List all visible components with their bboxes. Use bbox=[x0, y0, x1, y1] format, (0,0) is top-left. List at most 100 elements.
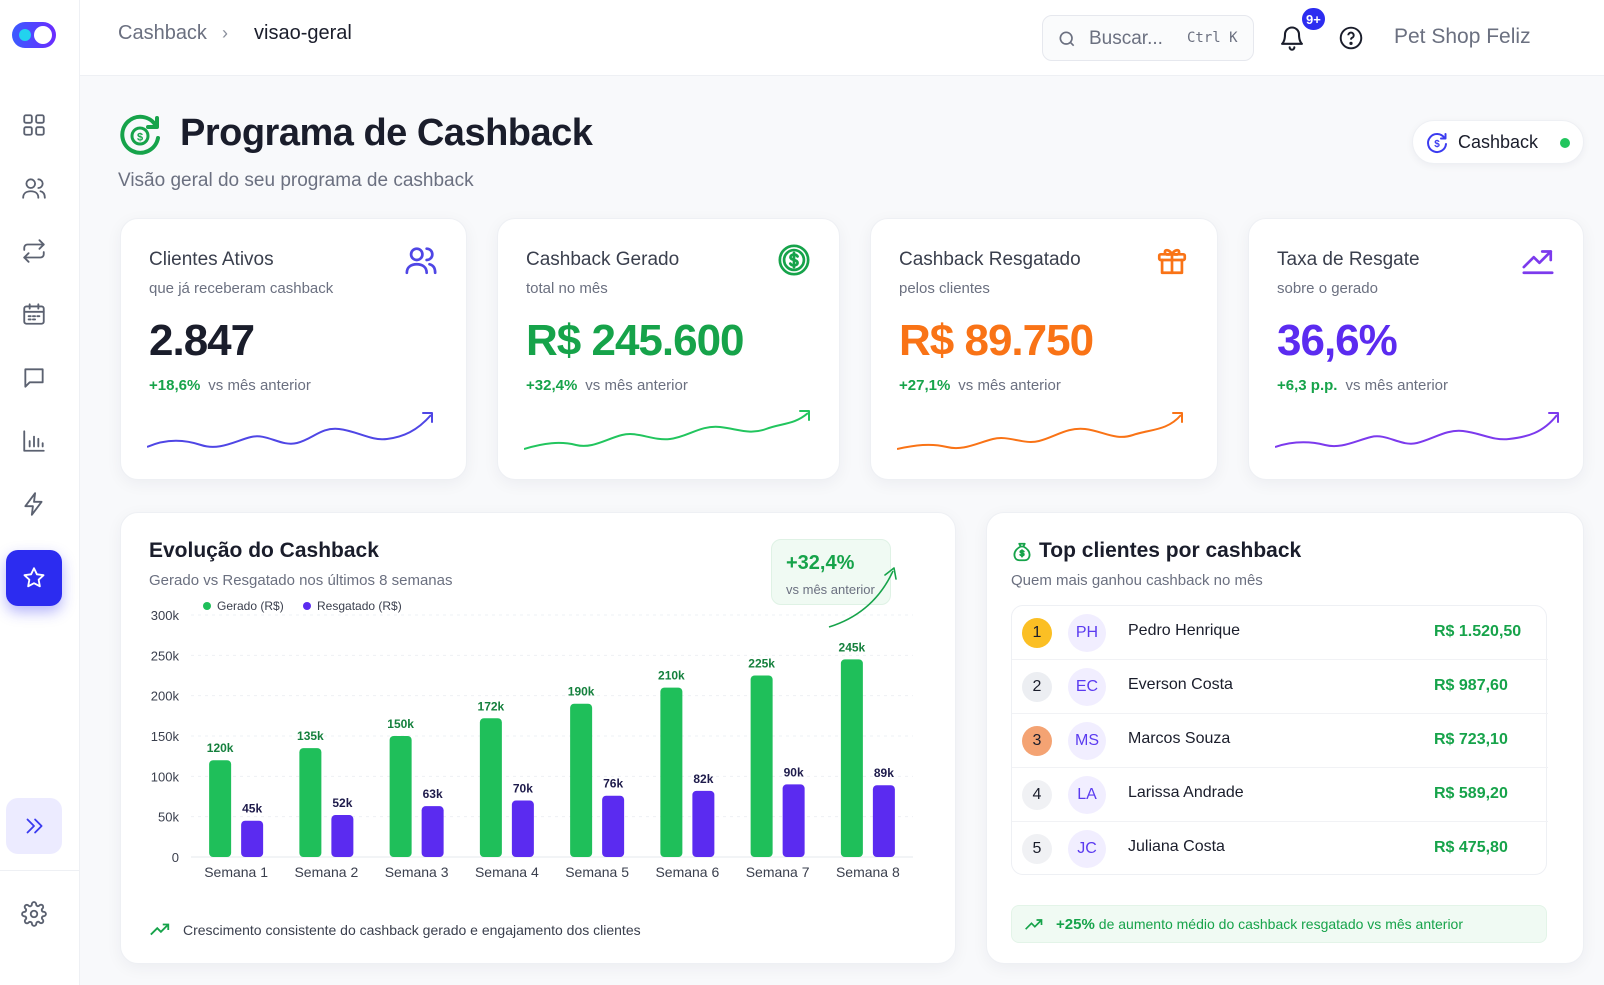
cashback-chip[interactable]: $ Cashback bbox=[1412, 120, 1584, 164]
kpi-change: +18,6% vs mês anterior bbox=[149, 377, 311, 394]
chevrons-right-icon[interactable] bbox=[6, 798, 62, 854]
cashback-icon: $ bbox=[1427, 133, 1447, 153]
client-amount: R$ 723,10 bbox=[1434, 731, 1508, 748]
bar-gerado bbox=[840, 659, 863, 857]
status-dot bbox=[1560, 138, 1570, 148]
client-name: Marcos Souza bbox=[1128, 730, 1231, 747]
panel-subtitle: Gerado vs Resgatado nos últimos 8 semana… bbox=[149, 572, 453, 589]
search-shortcut: Ctrl K bbox=[1187, 30, 1238, 46]
avatar: PH bbox=[1068, 614, 1106, 652]
sparkline bbox=[524, 410, 810, 450]
bar-gerado bbox=[299, 748, 322, 857]
avatar: EC bbox=[1068, 668, 1106, 706]
kpi-value: 36,6% bbox=[1277, 316, 1398, 365]
search-input[interactable]: Buscar... Ctrl K bbox=[1042, 15, 1254, 61]
users-icon[interactable] bbox=[14, 168, 54, 208]
bar-value-label: 45k bbox=[242, 802, 262, 816]
cashback-bar-chart: 0 50k 100k 150k 200k 250k 300k Gerado (R$) Resga… bbox=[151, 567, 913, 880]
kpi-change-label: vs mês anterior bbox=[958, 377, 1061, 394]
kpi-subtitle: total no mês bbox=[526, 280, 608, 297]
rank-badge: 4 bbox=[1022, 780, 1052, 810]
money-bag-icon bbox=[1011, 541, 1035, 565]
ranking-list: 1 PH Pedro Henrique R$ 1.520,50 2 EC Eve… bbox=[1011, 605, 1548, 876]
message-icon[interactable] bbox=[14, 358, 54, 398]
lightning-icon[interactable] bbox=[14, 484, 54, 524]
kpi-change-pct: +6,3 p.p. bbox=[1277, 377, 1338, 394]
chart-footer-text: Crescimento consistente do cashback gera… bbox=[183, 922, 641, 938]
bar-value-label: 89k bbox=[874, 766, 894, 780]
breadcrumb-root[interactable]: Cashback bbox=[118, 22, 207, 44]
kpi-subtitle: sobre o gerado bbox=[1277, 280, 1378, 297]
gear-icon[interactable] bbox=[14, 894, 54, 934]
bar-gerado bbox=[479, 718, 502, 857]
breadcrumb-current: visao-geral bbox=[254, 22, 352, 44]
y-tick-label: 150k bbox=[151, 729, 180, 744]
svg-text:$: $ bbox=[1434, 139, 1440, 150]
kpi-title: Cashback Resgatado bbox=[899, 249, 1081, 270]
bar-value-label: 52k bbox=[332, 796, 352, 810]
bar-value-label: 190k bbox=[568, 685, 595, 699]
bar-resgatado bbox=[602, 795, 625, 857]
list-item[interactable]: 2 EC Everson Costa R$ 987,60 bbox=[1012, 660, 1548, 714]
evolution-panel: Evolução do Cashback Gerado vs Resgatado… bbox=[120, 512, 956, 964]
gift-icon bbox=[1155, 243, 1189, 277]
shop-name[interactable]: Pet Shop Feliz bbox=[1394, 25, 1531, 48]
bar-gerado bbox=[570, 703, 593, 857]
y-tick-label: 300k bbox=[151, 608, 180, 623]
bar-resgatado bbox=[331, 815, 354, 857]
bar-resgatado bbox=[511, 800, 534, 857]
growth-arrow bbox=[828, 570, 894, 628]
bar-value-label: 63k bbox=[423, 787, 443, 801]
bar-resgatado bbox=[241, 820, 264, 857]
bar-chart-icon[interactable] bbox=[14, 421, 54, 461]
kpi-change-pct: +27,1% bbox=[899, 377, 951, 394]
notification-badge: 9+ bbox=[1300, 6, 1327, 32]
list-item[interactable]: 5 JC Juliana Costa R$ 475,80 bbox=[1012, 822, 1548, 876]
kpi-card-clientes: Clientes Ativos que já receberam cashbac… bbox=[120, 218, 467, 480]
client-amount: R$ 589,20 bbox=[1434, 785, 1508, 802]
kpi-subtitle: pelos clientes bbox=[899, 280, 990, 297]
list-item[interactable]: 3 MS Marcos Souza R$ 723,10 bbox=[1012, 714, 1548, 768]
breadcrumb-separator: › bbox=[222, 23, 228, 43]
client-name: Larissa Andrade bbox=[1128, 784, 1244, 801]
help-icon[interactable] bbox=[1338, 25, 1364, 51]
kpi-subtitle: que já receberam cashback bbox=[149, 280, 334, 297]
bar-value-label: 135k bbox=[297, 729, 324, 743]
page-title: Programa de Cashback bbox=[180, 112, 593, 154]
list-item[interactable]: 1 PH Pedro Henrique R$ 1.520,50 bbox=[1012, 606, 1548, 660]
chart-footer: Crescimento consistente do cashback gera… bbox=[149, 919, 641, 941]
client-name: Everson Costa bbox=[1128, 676, 1233, 693]
client-amount: R$ 987,60 bbox=[1434, 677, 1508, 694]
bell-icon[interactable] bbox=[1278, 24, 1306, 52]
svg-text:$: $ bbox=[137, 132, 143, 144]
bar-value-label: 90k bbox=[784, 765, 804, 779]
rank-badge: 3 bbox=[1022, 726, 1052, 756]
x-tick-label: Semana 7 bbox=[746, 864, 810, 880]
legend-marker bbox=[303, 602, 311, 610]
insight-pct: +25% bbox=[1056, 916, 1095, 933]
kpi-change-label: vs mês anterior bbox=[585, 377, 688, 394]
search-icon bbox=[1059, 31, 1075, 47]
logo-toggle-icon[interactable] bbox=[12, 22, 56, 48]
y-tick-label: 0 bbox=[172, 850, 179, 865]
list-item[interactable]: 4 LA Larissa Andrade R$ 589,20 bbox=[1012, 768, 1548, 822]
rank-badge: 5 bbox=[1022, 834, 1052, 864]
repeat-icon[interactable] bbox=[14, 231, 54, 271]
bar-value-label: 82k bbox=[693, 772, 713, 786]
panel-title: Top clientes por cashback bbox=[1039, 539, 1302, 562]
client-amount: R$ 1.520,50 bbox=[1434, 623, 1522, 640]
bar-value-label: 210k bbox=[658, 669, 685, 683]
kpi-value: R$ 89.750 bbox=[899, 316, 1094, 365]
legend-marker bbox=[203, 602, 211, 610]
calendar-icon[interactable] bbox=[14, 294, 54, 334]
kpi-change: +27,1% vs mês anterior bbox=[899, 377, 1061, 394]
grid-icon[interactable] bbox=[14, 105, 54, 145]
client-name: Juliana Costa bbox=[1128, 838, 1225, 855]
y-tick-label: 100k bbox=[151, 769, 180, 784]
sparkline bbox=[897, 412, 1183, 450]
star-icon[interactable] bbox=[6, 550, 62, 606]
bar-resgatado bbox=[692, 790, 715, 857]
insight-note: +25% de aumento médio do cashback resgata… bbox=[1011, 905, 1547, 943]
y-tick-label: 50k bbox=[158, 810, 179, 825]
search-placeholder: Buscar... bbox=[1089, 28, 1163, 49]
